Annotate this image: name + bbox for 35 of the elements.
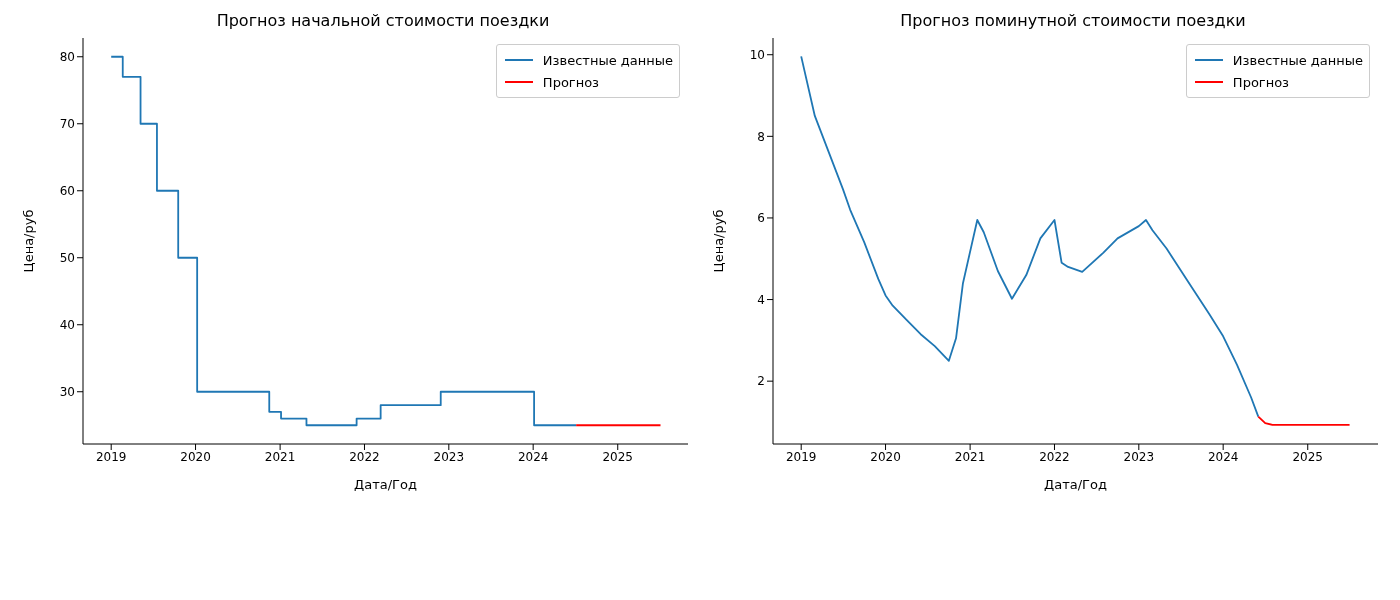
y-tick-label: 40 — [59, 318, 75, 333]
y-tick-label: 60 — [59, 184, 75, 199]
x-tick-label: 2023 — [1123, 449, 1155, 464]
y-axis-title: Цена/руб — [710, 209, 726, 273]
x-tick-label: 2024 — [1207, 449, 1239, 464]
x-tick-label: 2022 — [349, 449, 380, 464]
y-tick-label: 6 — [757, 211, 765, 226]
y-tick-label: 80 — [59, 50, 75, 65]
x-tick-label: 2025 — [602, 449, 634, 464]
x-tick-label: 2025 — [1292, 449, 1324, 464]
x-axis-title: Дата/Год — [354, 477, 417, 492]
y-tick-label: 70 — [59, 117, 75, 132]
x-tick-label: 2023 — [433, 449, 465, 464]
legend-label: Прогноз — [1232, 74, 1290, 90]
x-tick-label: 2019 — [785, 449, 817, 464]
x-tick-label: 2024 — [517, 449, 549, 464]
y-tick-label: 50 — [59, 251, 75, 266]
x-axis-title: Дата/Год — [1044, 477, 1107, 492]
x-tick-label: 2020 — [870, 449, 901, 464]
y-axis-title: Цена/руб — [20, 209, 36, 273]
x-tick-label: 2020 — [180, 449, 211, 464]
y-tick-label: 8 — [757, 129, 765, 144]
legend-label: Известные данные — [1232, 52, 1363, 68]
legend-label: Прогноз — [542, 74, 600, 90]
legend-label: Известные данные — [542, 52, 673, 68]
y-tick-label: 10 — [749, 47, 765, 62]
y-tick-label: 30 — [59, 385, 75, 399]
x-tick-label: 2022 — [1039, 449, 1070, 464]
x-tick-label: 2021 — [954, 449, 986, 464]
y-tick-label: 4 — [757, 292, 765, 307]
x-tick-label: 2021 — [264, 449, 296, 464]
chart-title: Прогноз начальной стоимости поездки — [216, 11, 550, 30]
y-tick-label: 2 — [757, 374, 765, 389]
chart-title: Прогноз поминутной стоимости поездки — [900, 11, 1246, 30]
x-tick-label: 2019 — [95, 449, 127, 464]
